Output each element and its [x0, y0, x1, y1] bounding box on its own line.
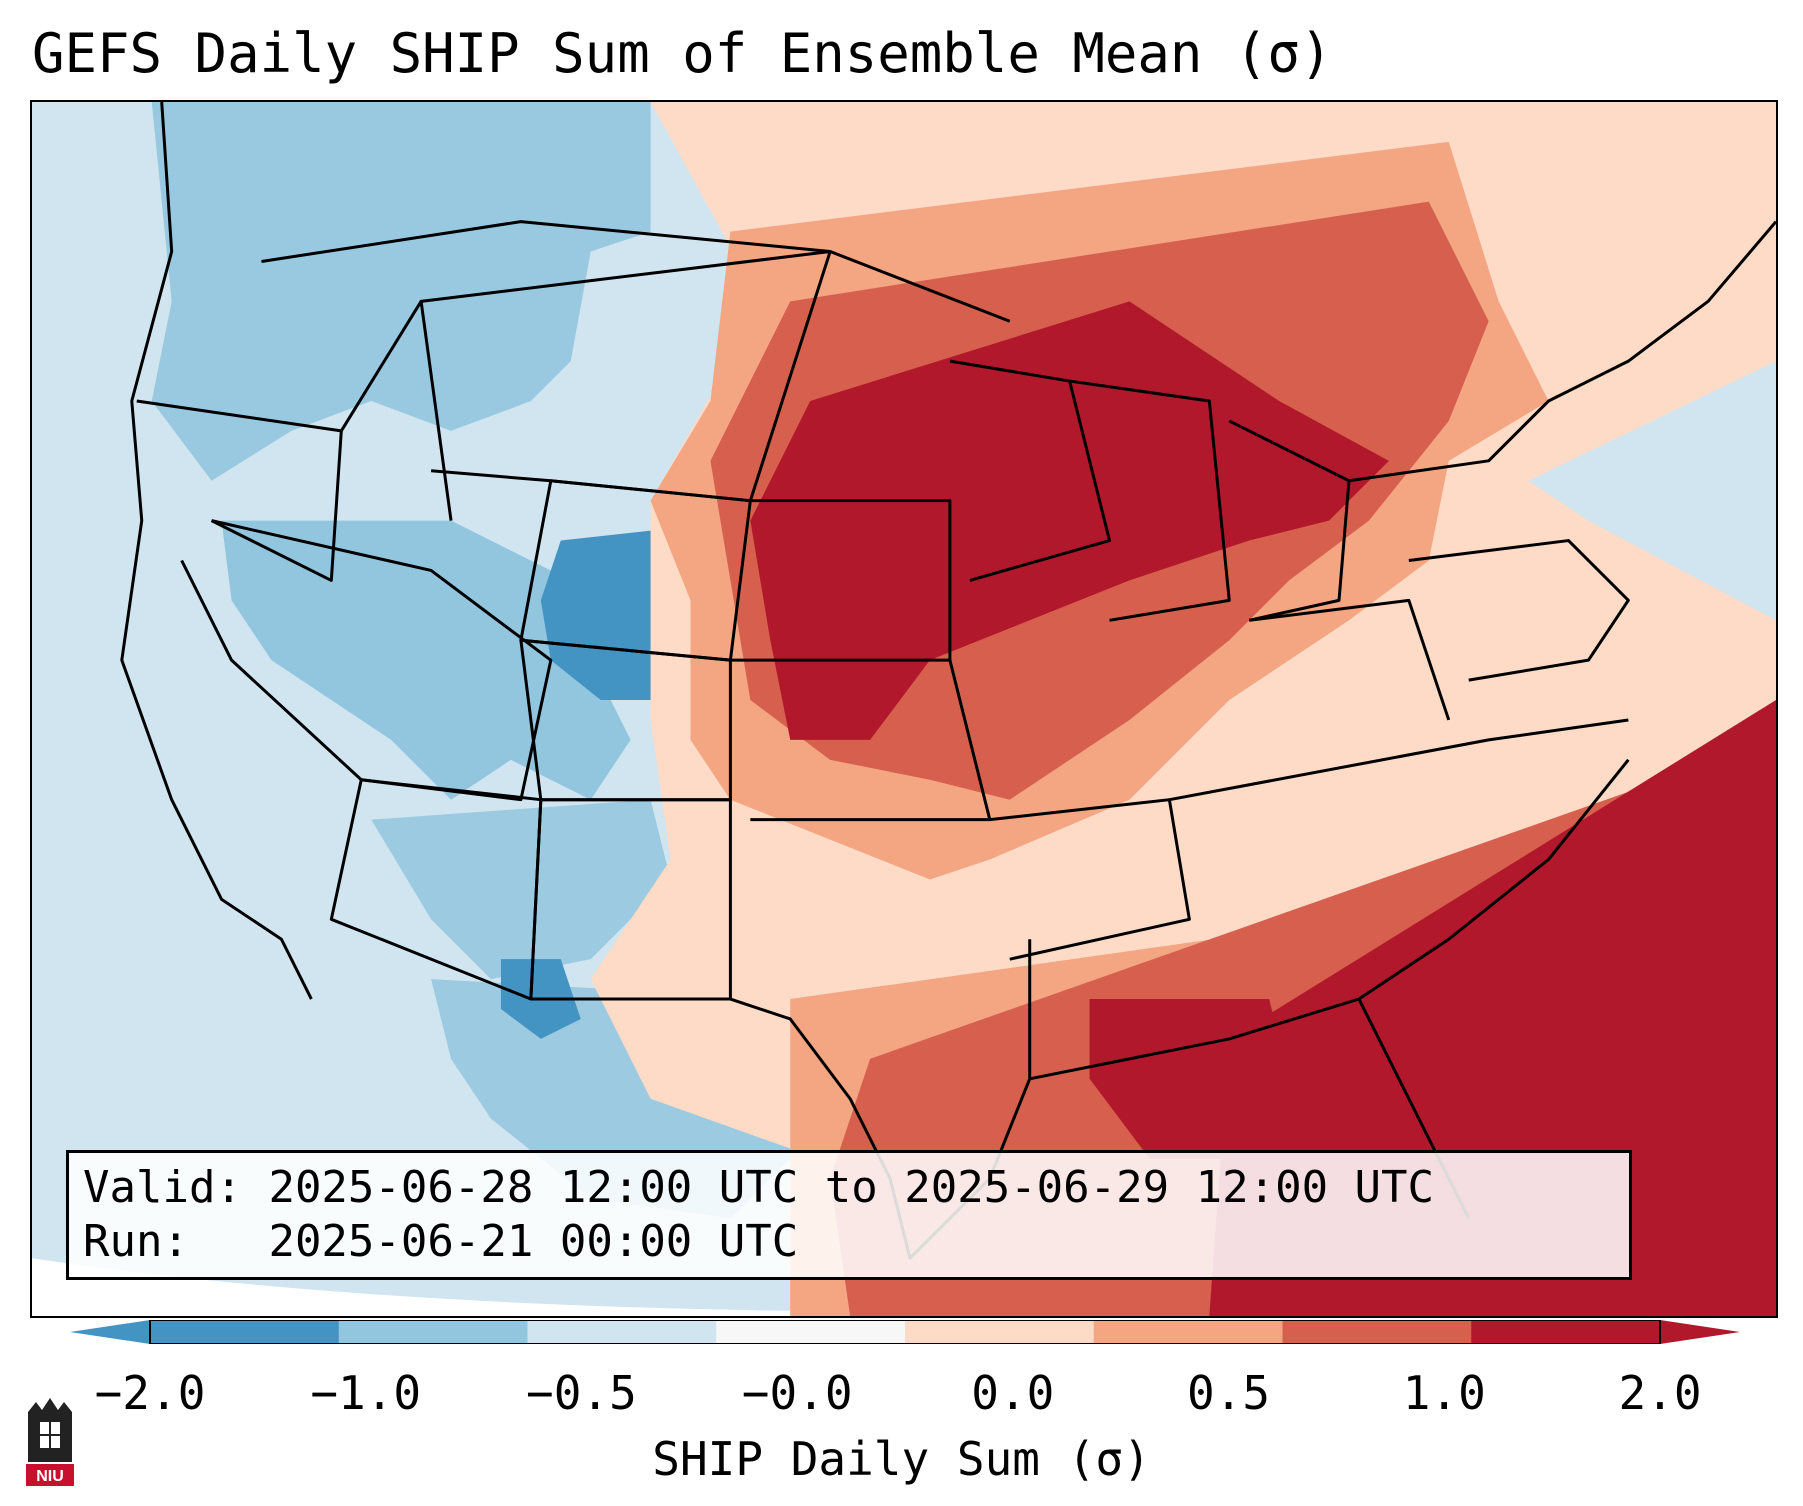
wisconsin-outline [1069, 379, 1231, 622]
run-label: Run: [83, 1216, 189, 1267]
blue-anomaly-region [151, 102, 651, 481]
colorbar-segment [527, 1320, 717, 1344]
valid-value: 2025-06-28 12:00 UTC to 2025-06-29 12:00… [268, 1162, 1435, 1213]
colorbar-segment [338, 1320, 528, 1344]
idaho-outline [340, 299, 453, 521]
colorbar-outline [149, 1320, 1661, 1344]
colorbar-extend-low [70, 1320, 150, 1344]
colorbar-tick-label: −1.0 [310, 1366, 422, 1420]
blue-anomaly-region [221, 520, 631, 800]
state-boundaries [120, 102, 1776, 1260]
dakotas-outline [750, 499, 952, 661]
colorbar [70, 1320, 1740, 1344]
map-panel [30, 100, 1778, 1318]
colorbar-segment [716, 1320, 906, 1344]
strong-red-anomaly [750, 301, 1389, 740]
kansas-nebraska-line [730, 658, 992, 822]
validity-info-box: Valid: 2025-06-28 12:00 UTC to 2025-06-2… [66, 1150, 1632, 1280]
missouri-arkansas-line [989, 798, 1191, 961]
colorbar-label: SHIP Daily Sum (σ) [652, 1432, 1151, 1486]
colorbar-segment [1471, 1320, 1661, 1344]
run-value: 2025-06-21 00:00 UTC [268, 1216, 799, 1267]
logo-badge [26, 1464, 74, 1486]
colorbar-tick-label: 0.0 [971, 1366, 1055, 1420]
colorbar-tick-label: 0.5 [1187, 1366, 1271, 1420]
colorbar-tick-label: −0.5 [526, 1366, 637, 1420]
pennsylvania-outline [1408, 539, 1630, 682]
colorbar-segment [905, 1320, 1095, 1344]
nevada-california-line [180, 519, 553, 802]
colorbar-segment [150, 1320, 340, 1344]
colorbar-tick-label: 1.0 [1402, 1366, 1486, 1420]
colorbar-tick-label: −0.0 [741, 1366, 853, 1420]
ohio-indiana-line [1249, 598, 1451, 721]
colorbar-tick-label: 2.0 [1618, 1366, 1702, 1420]
map-title: GEFS Daily SHIP Sum of Ensemble Mean (σ) [32, 22, 1333, 85]
strong-blue-anomaly [540, 530, 681, 701]
northeast-outline [1348, 220, 1776, 483]
colorbar-tick-label: −2.0 [94, 1366, 206, 1420]
colorbar-segment [1282, 1320, 1472, 1344]
strong-red-anomaly [1089, 999, 1290, 1159]
colorbar-extend-high [1660, 1320, 1740, 1344]
domain-edge [32, 1258, 1776, 1316]
tennessee-kentucky-line [1169, 718, 1629, 802]
logo-text: NIU [36, 1468, 64, 1485]
colorbar-segment [1093, 1320, 1283, 1344]
michigan-outline [1228, 419, 1351, 622]
canada-border [261, 220, 1011, 323]
minnesota-outline [949, 359, 1112, 582]
anomaly-map [32, 102, 1776, 1316]
west-coast-outline [120, 102, 313, 1000]
niu-logo: NIU [26, 1398, 74, 1486]
valid-label: Valid: [83, 1162, 242, 1213]
oregon-outline [136, 399, 343, 582]
